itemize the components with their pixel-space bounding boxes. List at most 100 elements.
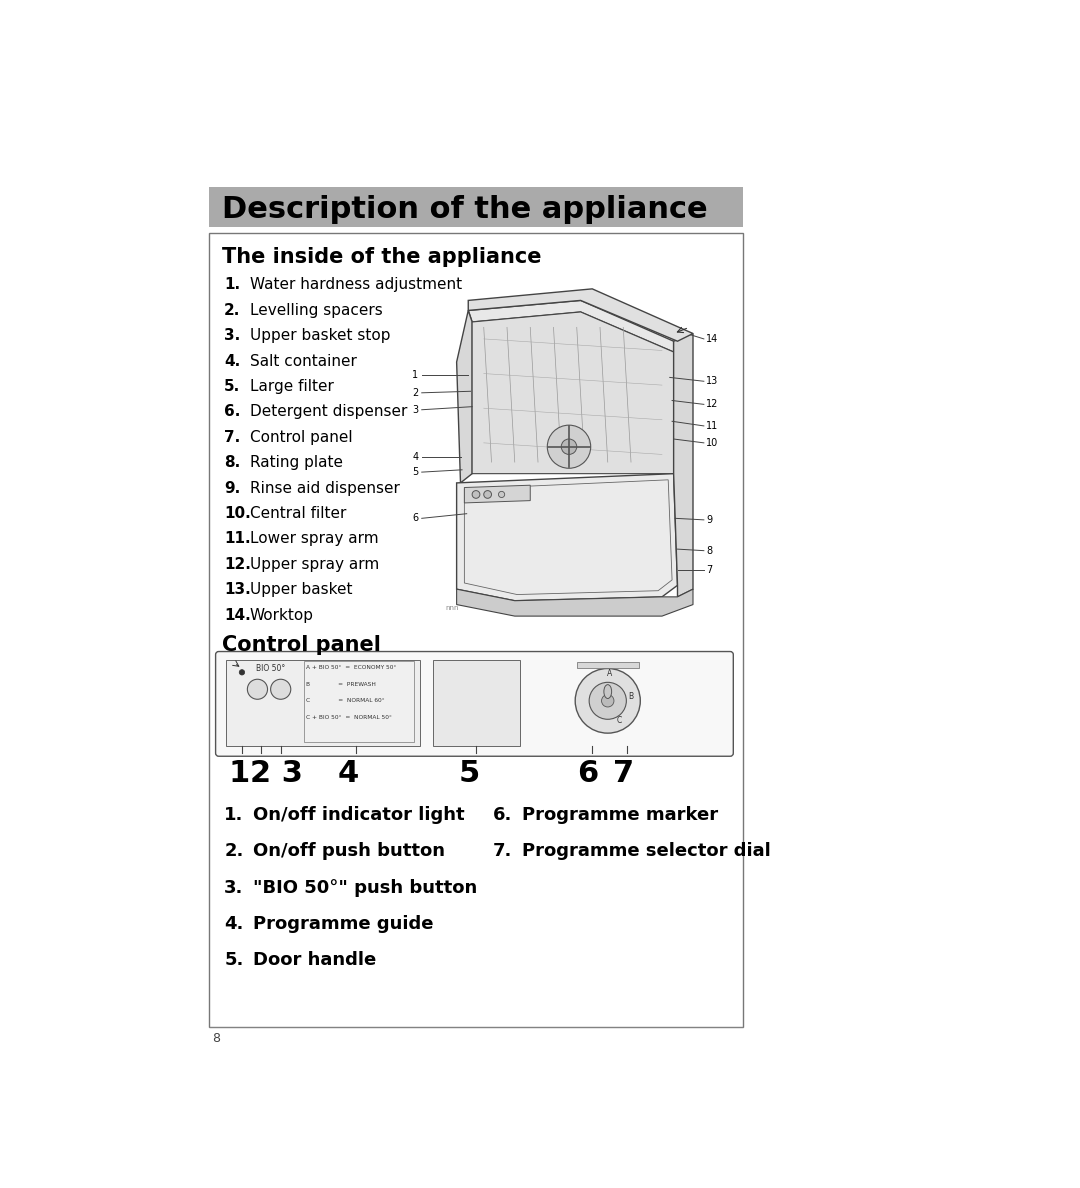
Text: 6: 6 xyxy=(577,759,598,788)
Text: 8: 8 xyxy=(706,545,713,556)
Text: Rinse aid dispenser: Rinse aid dispenser xyxy=(249,481,400,495)
Text: "BIO 50°" push button: "BIO 50°" push button xyxy=(253,879,477,897)
Text: 11: 11 xyxy=(706,421,718,431)
Text: 7.: 7. xyxy=(225,430,241,444)
Text: 9.: 9. xyxy=(225,481,241,495)
Text: 14.: 14. xyxy=(225,607,251,623)
Bar xyxy=(577,662,638,668)
Text: 13.: 13. xyxy=(225,582,251,598)
Circle shape xyxy=(472,491,480,498)
Text: Water hardness adjustment: Water hardness adjustment xyxy=(249,277,462,292)
Text: 2 3: 2 3 xyxy=(249,759,302,788)
Text: 6: 6 xyxy=(413,513,419,524)
Polygon shape xyxy=(457,474,677,601)
Circle shape xyxy=(240,670,245,675)
Text: Control panel: Control panel xyxy=(221,636,380,656)
Circle shape xyxy=(247,680,268,700)
Circle shape xyxy=(484,491,491,498)
Bar xyxy=(208,188,743,227)
Bar xyxy=(433,661,521,746)
Text: 5.: 5. xyxy=(225,952,243,969)
Text: 3.: 3. xyxy=(225,328,241,343)
Text: 7: 7 xyxy=(706,565,713,575)
Text: 4: 4 xyxy=(413,451,419,462)
Text: 1.: 1. xyxy=(225,807,243,824)
Text: Salt container: Salt container xyxy=(249,354,356,368)
Text: 3.: 3. xyxy=(225,879,243,897)
Text: 2.: 2. xyxy=(225,303,241,317)
Text: C               =  NORMAL 60°: C = NORMAL 60° xyxy=(307,699,386,703)
Text: B               =  PREWASH: B = PREWASH xyxy=(307,682,376,687)
Text: Programme selector dial: Programme selector dial xyxy=(523,842,771,860)
Polygon shape xyxy=(472,312,674,474)
Bar xyxy=(227,661,420,746)
Text: B: B xyxy=(629,693,634,701)
Polygon shape xyxy=(464,485,530,503)
Text: Programme guide: Programme guide xyxy=(253,915,433,933)
Text: 2.: 2. xyxy=(225,842,243,860)
Text: 4.: 4. xyxy=(225,915,243,933)
Text: Description of the appliance: Description of the appliance xyxy=(221,195,707,223)
Text: 2: 2 xyxy=(413,387,419,398)
Bar xyxy=(208,233,743,1026)
Text: 10.: 10. xyxy=(225,506,251,522)
Text: Rating plate: Rating plate xyxy=(249,455,342,470)
Text: 7.: 7. xyxy=(494,842,512,860)
Circle shape xyxy=(562,440,577,455)
Text: 7: 7 xyxy=(613,759,634,788)
Circle shape xyxy=(271,680,291,700)
Text: 6.: 6. xyxy=(225,404,241,419)
Text: Upper basket stop: Upper basket stop xyxy=(249,328,390,343)
Text: 1: 1 xyxy=(228,759,249,788)
Ellipse shape xyxy=(604,684,611,699)
Text: 5: 5 xyxy=(459,759,481,788)
Bar xyxy=(303,661,414,741)
Text: On/off push button: On/off push button xyxy=(253,842,445,860)
Text: 13: 13 xyxy=(706,377,718,386)
Text: Detergent dispenser: Detergent dispenser xyxy=(249,404,407,419)
Text: Large filter: Large filter xyxy=(249,379,334,394)
Polygon shape xyxy=(469,289,693,341)
Text: nnn: nnn xyxy=(445,605,459,611)
Text: The inside of the appliance: The inside of the appliance xyxy=(221,247,541,266)
Text: 12: 12 xyxy=(706,399,718,410)
Circle shape xyxy=(576,669,640,733)
Text: 3: 3 xyxy=(413,405,419,415)
Text: 1: 1 xyxy=(413,371,419,380)
Text: On/off indicator light: On/off indicator light xyxy=(253,807,464,824)
Polygon shape xyxy=(457,589,693,617)
Text: 11.: 11. xyxy=(225,531,251,546)
Text: 5: 5 xyxy=(413,467,419,478)
Circle shape xyxy=(590,682,626,719)
Text: 8: 8 xyxy=(213,1032,220,1045)
Text: Levelling spacers: Levelling spacers xyxy=(249,303,382,317)
Text: C: C xyxy=(617,715,622,725)
Polygon shape xyxy=(469,301,674,352)
Text: Lower spray arm: Lower spray arm xyxy=(249,531,378,546)
Text: Upper basket: Upper basket xyxy=(249,582,352,598)
Text: Worktop: Worktop xyxy=(249,607,313,623)
Text: 5.: 5. xyxy=(225,379,241,394)
Text: A: A xyxy=(607,669,612,678)
Text: Programme marker: Programme marker xyxy=(523,807,718,824)
Text: 6.: 6. xyxy=(494,807,512,824)
Circle shape xyxy=(499,492,504,498)
Text: 4: 4 xyxy=(337,759,359,788)
Text: 4.: 4. xyxy=(225,354,241,368)
Circle shape xyxy=(548,425,591,468)
Text: 14: 14 xyxy=(706,334,718,343)
Text: Control panel: Control panel xyxy=(249,430,352,444)
Text: A + BIO 50°  =  ECONOMY 50°: A + BIO 50° = ECONOMY 50° xyxy=(307,664,396,670)
Text: 8.: 8. xyxy=(225,455,241,470)
Text: 9: 9 xyxy=(706,514,713,525)
Text: Door handle: Door handle xyxy=(253,952,376,969)
Text: 12.: 12. xyxy=(225,557,251,571)
Text: Upper spray arm: Upper spray arm xyxy=(249,557,379,571)
Polygon shape xyxy=(457,310,472,482)
Text: Central filter: Central filter xyxy=(249,506,346,522)
Text: 1.: 1. xyxy=(225,277,240,292)
Text: 10: 10 xyxy=(706,438,718,448)
FancyBboxPatch shape xyxy=(216,651,733,757)
Text: BIO 50°: BIO 50° xyxy=(256,664,285,672)
Circle shape xyxy=(602,695,613,707)
